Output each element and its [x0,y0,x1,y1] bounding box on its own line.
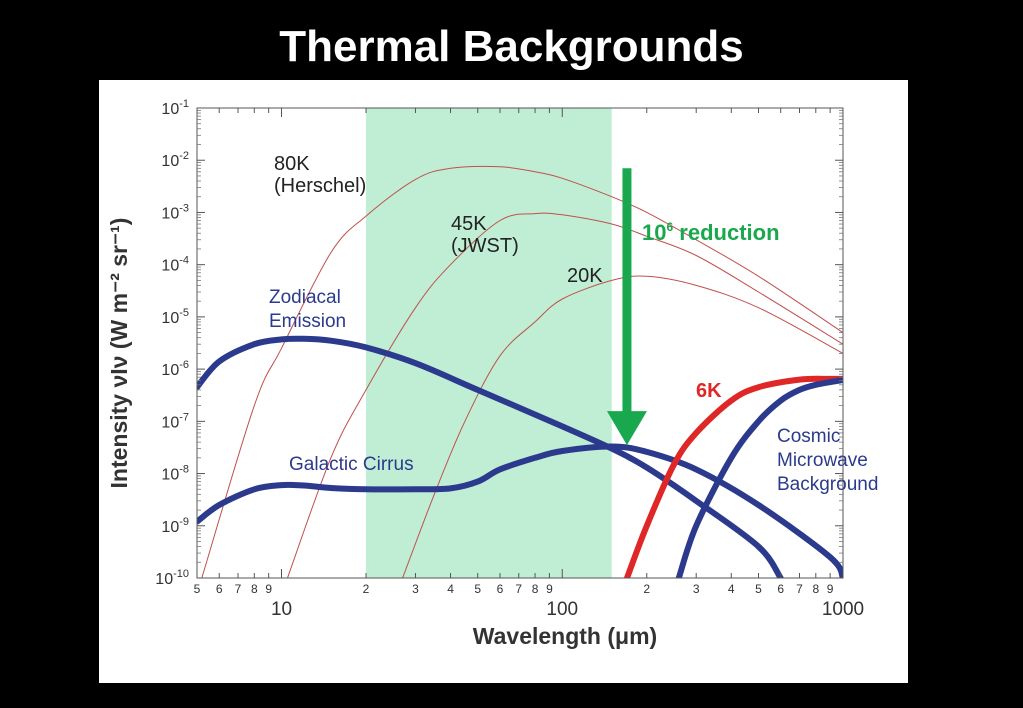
y-tick-exponent: -2 [179,150,189,162]
series-line-45k-jwst [287,212,843,578]
x-minor-tick-label: 5 [474,582,481,596]
annotation-cirrus: Galactic Cirrus [289,454,414,475]
y-tick-exponent: -10 [173,568,189,580]
x-minor-tick-label: 7 [235,582,242,596]
y-tick-label: 10-6 [161,359,189,379]
x-minor-tick-label: 9 [827,582,834,596]
series-group [197,165,843,578]
series-line-6k [624,375,843,578]
series-line-80k-herschel [201,165,843,578]
x-minor-tick-label: 6 [777,582,784,596]
series-line-20k [402,275,843,578]
x-minor-tick-label: 5 [194,582,201,596]
annotation-6k: 6K [696,380,722,402]
y-tick-exponent: -8 [179,464,189,476]
x-major-tick-label: 1000 [822,599,864,620]
x-major-tick-label: 100 [546,599,578,620]
annotation-20k: 20K [567,265,603,287]
annotation-zodi: Zodiacal [269,287,341,308]
annotation-45k: (JWST) [451,235,519,257]
x-axis-label: Wavelength (μm) [473,623,657,649]
y-tick-label: 10-1 [161,98,189,118]
annotation-zodi: Emission [269,311,346,332]
x-minor-tick-label: 8 [812,582,819,596]
y-tick-exponent: -6 [179,359,189,371]
annotation-cmb: Background [777,474,878,495]
x-minor-tick-label: 5 [755,582,762,596]
y-tick-label: 10-9 [161,516,189,536]
reduction-arrow-head [606,411,647,446]
thermal-backgrounds-chart: 10-110-210-310-410-510-610-710-810-910-1… [106,98,878,649]
x-minor-tick-label: 8 [532,582,539,596]
y-axis-label: Intensity νIν (W m⁻² sr⁻¹) [106,218,132,489]
annotation-cmb: Microwave [777,450,868,471]
y-tick-exponent: -7 [179,411,189,423]
x-minor-tick-label: 9 [546,582,553,596]
series-line-galactic-cirrus [197,443,843,578]
x-minor-tick-label: 3 [693,582,700,596]
annotation-reduction: 106 reduction [642,220,780,245]
y-tick-exponent: -5 [179,307,189,319]
y-tick-label: 10-5 [161,307,189,327]
annotation-80k: 80K [274,153,310,175]
y-tick-label: 10-3 [161,202,189,222]
x-minor-tick-label: 9 [265,582,272,596]
x-minor-tick-label: 6 [497,582,504,596]
series-line-cosmic-microwave-background [675,377,843,578]
y-tick-exponent: -4 [179,255,189,267]
x-minor-tick-label: 6 [216,582,223,596]
y-tick-label: 10-2 [161,150,189,170]
x-minor-tick-label: 7 [796,582,803,596]
annotation-45k: 45K [451,213,487,235]
slide-title: Thermal Backgrounds [279,22,744,71]
annotation-reduction-exponent: 6 [666,220,673,234]
x-minor-tick-label: 4 [728,582,735,596]
x-minor-tick-label: 2 [643,582,650,596]
y-tick-exponent: -1 [179,98,189,110]
annotation-80k: (Herschel) [274,175,366,197]
y-tick-label: 10-8 [161,464,189,484]
annotation-reduction-text: reduction [673,220,779,245]
series-line-zodiacal-emission [197,335,784,578]
annotation-cmb: Cosmic [777,426,840,447]
x-minor-tick-label: 7 [515,582,522,596]
chart-panel: 10-1 10-2 10-3 10-4 10-5 10-6 10-7 10-8 10-9 10-1… [99,80,908,683]
y-tick-exponent: -9 [179,516,189,528]
x-major-tick-label: 10 [271,599,292,620]
y-tick-label: 10-4 [161,255,189,275]
x-minor-tick-label: 4 [447,582,454,596]
shaded-band [366,108,612,578]
x-minor-tick-label: 3 [412,582,419,596]
x-minor-tick-label: 2 [363,582,370,596]
y-tick-label: 10-10 [155,568,189,588]
y-tick-exponent: -3 [179,202,189,214]
plot-frame [196,107,844,579]
y-tick-label: 10-7 [161,411,189,431]
x-minor-tick-label: 8 [251,582,258,596]
